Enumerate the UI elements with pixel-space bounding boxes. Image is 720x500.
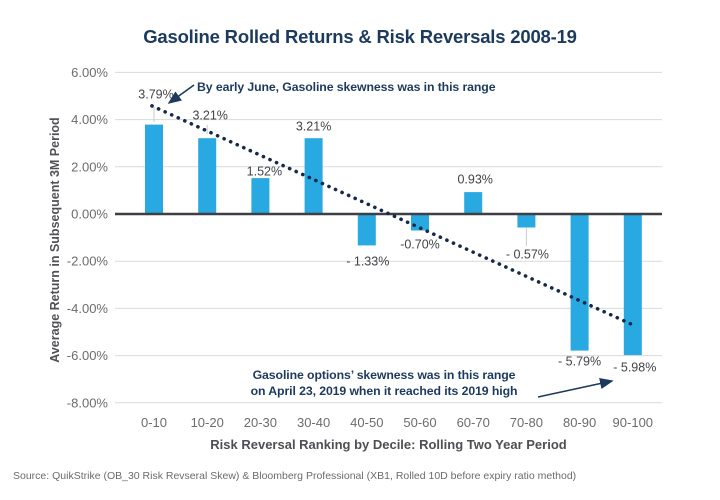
y-tick-label: 6.00% (71, 65, 108, 80)
x-tick-label: 10-20 (191, 415, 224, 430)
bar-40-50 (357, 214, 376, 246)
bar-value-label: -0.70% (400, 238, 440, 252)
bar-value-label: 1.52% (247, 165, 282, 179)
y-tick-label: 2.00% (71, 159, 108, 174)
bar-0-10 (145, 124, 163, 214)
bar-60-70 (464, 192, 483, 214)
annotation-bottom-line2: on April 23, 2019 when it reached its 20… (250, 383, 518, 398)
y-tick-label: 4.00% (71, 112, 108, 127)
bar-value-label: 3.21% (296, 120, 331, 134)
x-tick-label: 0-10 (141, 415, 167, 430)
x-tick-label: 40-50 (350, 415, 383, 430)
annotation-arrow-top (167, 84, 195, 104)
x-tick-label: 60-70 (457, 415, 490, 430)
bar-value-label: 0.93% (457, 173, 492, 187)
annotation-arrow-bottom (537, 378, 614, 398)
bar-value-label: - 5.98% (613, 361, 656, 375)
bar-10-20 (198, 138, 217, 214)
y-tick-label: -2.00% (67, 254, 109, 269)
annotation-bottom: Gasoline options’ skewness was in this r… (228, 368, 540, 399)
trendline-dotted (150, 104, 633, 326)
y-tick-label: 0.00% (71, 207, 108, 222)
bar-value-label: 3.21% (192, 109, 227, 123)
bar-value-label: - 0.57% (506, 248, 549, 262)
bar-20-30 (251, 178, 270, 214)
x-tick-label: 30-40 (297, 415, 330, 430)
x-axis-title: Risk Reversal Ranking by Decile: Rolling… (210, 437, 567, 452)
annotation-bottom-line1: Gasoline options’ skewness was in this r… (252, 368, 516, 382)
bar-value-label: - 1.33% (346, 255, 389, 269)
x-tick-label: 90-100 (613, 415, 653, 430)
bar-80-90 (570, 214, 589, 351)
bar-value-label: - 5.79% (558, 355, 601, 369)
bar-90-100 (623, 214, 642, 356)
x-tick-label: 20-30 (244, 415, 277, 430)
y-tick-label: -4.00% (67, 301, 109, 316)
source-text: Source: QuikStrike (OB_30 Risk Revseral … (13, 470, 577, 482)
x-tick-label: 50-60 (403, 415, 436, 430)
bar-70-80 (517, 214, 536, 228)
bar-value-label: 3.79% (138, 88, 173, 102)
y-tick-label: -6.00% (67, 348, 109, 363)
x-tick-label: 70-80 (510, 415, 543, 430)
y-tick-label: -8.00% (67, 395, 109, 410)
x-tick-label: 80-90 (563, 415, 596, 430)
annotation-top: By early June, Gasoline skewness was in … (197, 80, 496, 94)
chart-title: Gasoline Rolled Returns & Risk Reversals… (143, 26, 577, 47)
bar-30-40 (304, 138, 323, 214)
